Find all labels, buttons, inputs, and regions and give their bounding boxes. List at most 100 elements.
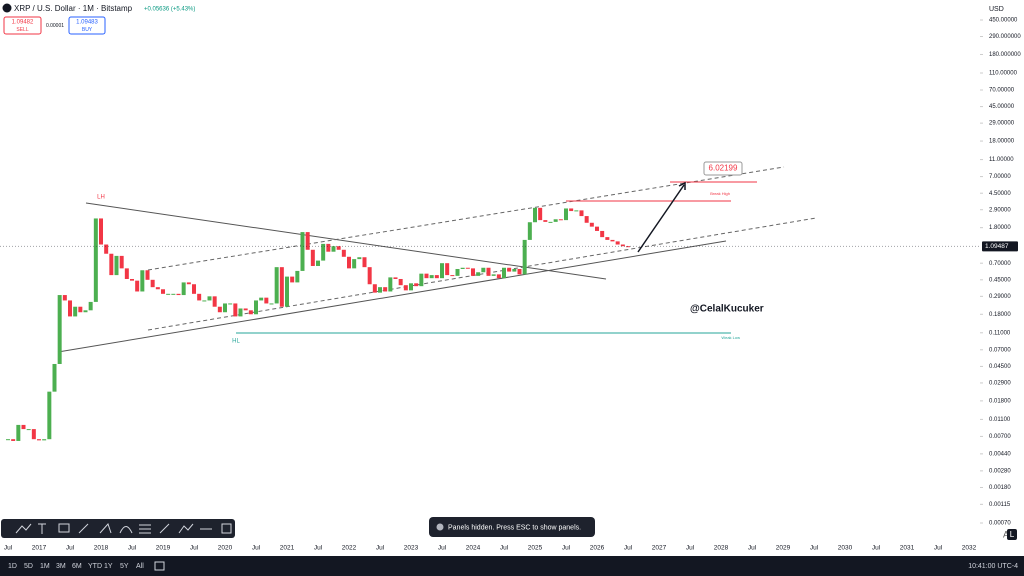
spread: 0.00001 <box>46 23 64 29</box>
candle <box>403 285 408 291</box>
trend-line <box>57 240 727 353</box>
candle <box>465 267 470 269</box>
x-tick-label: Jul <box>66 545 75 552</box>
x-tick-label: 2022 <box>342 545 357 552</box>
candle <box>176 293 181 296</box>
candle <box>300 232 305 271</box>
log-button[interactable] <box>1007 529 1017 540</box>
lh-label: LH <box>97 195 105 201</box>
candle <box>527 222 532 240</box>
candle <box>259 297 264 301</box>
calendar-icon[interactable] <box>154 561 165 571</box>
candle <box>336 246 341 250</box>
range-button[interactable]: All <box>136 563 144 570</box>
range-button[interactable]: 1M <box>40 563 50 570</box>
weak-low-label: Weak Low <box>721 335 740 340</box>
auto-button[interactable]: A <box>1003 529 1009 539</box>
candle <box>274 267 279 304</box>
candle <box>522 239 527 275</box>
candle <box>42 439 47 441</box>
range-buttons: 1D 5D 1M 3M 6M YTD 1Y 5Y All <box>8 563 144 570</box>
range-button[interactable]: 3M <box>56 563 66 570</box>
candle <box>424 273 429 279</box>
candle <box>620 244 625 247</box>
candle <box>321 243 326 261</box>
y-tick-label: 0.07000 <box>989 347 1011 353</box>
range-button[interactable]: 6M <box>72 563 82 570</box>
candle <box>538 207 543 221</box>
y-tick-label: 0.70000 <box>989 261 1011 267</box>
x-tick-label: 2032 <box>962 545 977 552</box>
range-button[interactable]: YTD <box>88 563 102 570</box>
y-tick-label: 0.00115 <box>989 502 1011 508</box>
current-price-tag <box>982 241 1018 252</box>
candle <box>460 267 465 269</box>
y-tick-label: 0.01100 <box>989 417 1011 423</box>
y-tick-label: 0.04500 <box>989 364 1011 370</box>
candle <box>502 267 506 279</box>
info-icon <box>436 523 444 531</box>
y-tick-label: 0.29000 <box>989 294 1011 300</box>
buy-button[interactable] <box>68 16 106 35</box>
toast <box>429 517 595 537</box>
y-tick-label: 0.01800 <box>989 398 1011 404</box>
range-button[interactable]: 1Y <box>104 563 113 570</box>
symbol-icon <box>2 3 12 13</box>
candle <box>290 276 295 283</box>
candle <box>223 303 227 313</box>
candle <box>393 277 398 279</box>
arrow-head <box>678 181 686 190</box>
candle <box>553 219 558 222</box>
buy-label: BUY <box>82 27 93 33</box>
candle <box>83 310 88 313</box>
current-price-label: 1.09487 <box>985 243 1009 250</box>
y-tick-label: 45.00000 <box>989 104 1015 110</box>
x-tick-label: 2029 <box>776 545 791 552</box>
x-tick-label: 2031 <box>900 545 915 552</box>
tool-icon <box>15 523 32 534</box>
candle <box>37 439 41 441</box>
candle <box>243 308 248 311</box>
x-tick-label: 2028 <box>714 545 729 552</box>
drawing-toolbar[interactable] <box>1 519 235 538</box>
toast-text: Panels hidden. Press ESC to show panels. <box>448 524 581 531</box>
range-button[interactable]: 1D <box>8 563 17 570</box>
candle <box>99 218 103 245</box>
candle <box>52 363 57 392</box>
candle <box>47 391 52 440</box>
y-tick-label: 4.50000 <box>989 191 1011 197</box>
y-tick-label: 1.80000 <box>989 225 1011 231</box>
candle <box>130 278 134 281</box>
candle <box>155 287 160 290</box>
channel-line <box>147 217 817 331</box>
candle <box>238 308 243 317</box>
candle <box>254 300 258 315</box>
candle <box>228 303 233 305</box>
candle <box>445 263 450 276</box>
watermark: @CelalKucuker <box>690 304 764 315</box>
range-button[interactable]: 5D <box>24 563 33 570</box>
candle <box>186 282 191 285</box>
candle <box>16 424 21 441</box>
range-button[interactable]: 5Y <box>120 563 129 570</box>
drawings <box>57 166 817 353</box>
candle <box>615 241 620 245</box>
candle <box>233 303 238 317</box>
candle <box>248 310 253 315</box>
candle <box>31 429 36 440</box>
candle <box>450 275 455 277</box>
x-tick-label: Jul <box>500 545 509 552</box>
candle <box>310 249 315 266</box>
y-tick-label: 7.00000 <box>989 174 1011 180</box>
y-tick-label: 0.00280 <box>989 468 1011 474</box>
tool-icon <box>139 524 151 534</box>
y-tick-label: 2.90000 <box>989 207 1011 213</box>
candle <box>512 268 517 272</box>
x-tick-label: Jul <box>562 545 571 552</box>
candle <box>352 259 357 269</box>
x-axis: Jul 2017 Jul 2018 Jul 2019 Jul 2020 Jul 2021 Jul 20… <box>4 545 977 552</box>
sell-button[interactable] <box>3 16 42 35</box>
x-tick-label: 2030 <box>838 545 853 552</box>
candle <box>595 226 599 231</box>
x-tick-label: 2019 <box>156 545 171 552</box>
